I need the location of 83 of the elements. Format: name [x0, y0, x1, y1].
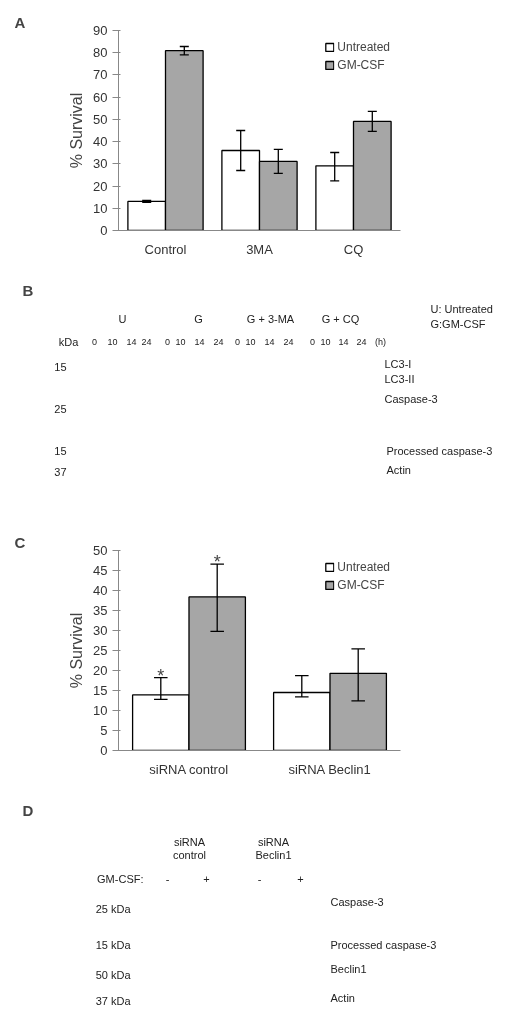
text: kDa: [58, 335, 80, 348]
text: 25: [54, 402, 67, 415]
y-tick-label: 25: [93, 643, 108, 658]
y-tick-label: 40: [93, 134, 108, 150]
y-tick-label: 70: [93, 67, 108, 83]
text: 24: [213, 336, 224, 347]
y-tick-label: 50: [93, 111, 108, 127]
y-tick-label: 15: [93, 683, 108, 698]
text: siRNA Beclin1: [255, 835, 292, 862]
y-tick-label: 30: [93, 156, 108, 172]
chart-title: C: [14, 533, 26, 551]
y-tick-label: 50: [93, 543, 108, 558]
legend-label: GM-CSF: [337, 578, 385, 592]
text: 0: [235, 336, 241, 347]
text: (h): [375, 336, 386, 347]
text: 14: [264, 336, 275, 347]
annotation: *: [157, 665, 165, 686]
y-tick-label: 10: [93, 200, 108, 216]
chart-title: A: [14, 13, 26, 31]
text: 25 kDa: [95, 902, 132, 915]
legend-label: Untreated: [337, 560, 390, 574]
y-tick-label: 60: [93, 89, 108, 105]
y-tick-label: 5: [100, 723, 108, 738]
legend-label: GM-CSF: [337, 58, 385, 72]
text: 15 kDa: [95, 938, 132, 951]
text: 24: [356, 336, 367, 347]
text: Beclin1: [330, 962, 367, 975]
text: Processed caspase-3: [330, 938, 437, 951]
x-tick-label: Control: [144, 241, 187, 257]
text: 10: [175, 336, 186, 347]
text: 24: [283, 336, 294, 347]
legend-label: Untreated: [337, 40, 390, 54]
text: 15: [54, 444, 67, 457]
y-tick-label: 10: [93, 703, 108, 718]
y-tick-label: 35: [93, 603, 108, 618]
text: 0: [165, 336, 171, 347]
y-tick-label: 30: [93, 623, 108, 638]
y-axis-title: % Survival: [68, 92, 86, 169]
text: Processed caspase-3: [386, 444, 493, 457]
text: Caspase-3: [330, 895, 384, 908]
text: U: [118, 312, 127, 325]
text: 10: [107, 336, 118, 347]
text: G + CQ: [321, 312, 360, 325]
y-axis-title: % Survival: [68, 612, 86, 689]
text: 37: [54, 465, 67, 478]
text: 10: [320, 336, 331, 347]
text: 0: [310, 336, 316, 347]
text: 14: [126, 336, 137, 347]
text: D: [22, 802, 34, 819]
text: Caspase-3: [384, 392, 438, 405]
text: -: [257, 872, 262, 885]
y-tick-label: 0: [100, 223, 108, 238]
y-tick-label: 0: [100, 743, 108, 758]
x-tick-label: CQ: [343, 241, 364, 257]
text: U: Untreated: [430, 302, 493, 315]
x-tick-label: 3MA: [246, 241, 274, 257]
text: siRNA control: [172, 835, 207, 862]
annotation: *: [213, 552, 221, 573]
text: B: [22, 282, 34, 299]
y-tick-label: 45: [93, 563, 108, 578]
text: -: [165, 872, 170, 885]
text: G + 3-MA: [246, 312, 295, 325]
text: GM-CSF:: [97, 872, 144, 885]
text: 10: [245, 336, 256, 347]
y-tick-label: 90: [93, 23, 108, 38]
y-tick-label: 20: [93, 663, 108, 678]
text: +: [297, 872, 304, 885]
y-tick-label: 80: [93, 45, 108, 61]
text: 15: [54, 360, 67, 373]
text: G: [194, 312, 203, 325]
y-tick-label: 40: [93, 583, 108, 598]
text: 14: [194, 336, 205, 347]
text: 14: [338, 336, 349, 347]
text: +: [203, 872, 210, 885]
text: LC3-I: [384, 357, 412, 370]
text: LC3-II: [384, 372, 415, 385]
text: 37 kDa: [95, 994, 132, 1007]
text: 50 kDa: [95, 968, 132, 981]
text: 24: [141, 336, 152, 347]
y-tick-label: 20: [93, 178, 108, 194]
text: G:GM-CSF: [430, 317, 486, 330]
text: Actin: [386, 463, 411, 476]
text: Actin: [330, 991, 355, 1004]
